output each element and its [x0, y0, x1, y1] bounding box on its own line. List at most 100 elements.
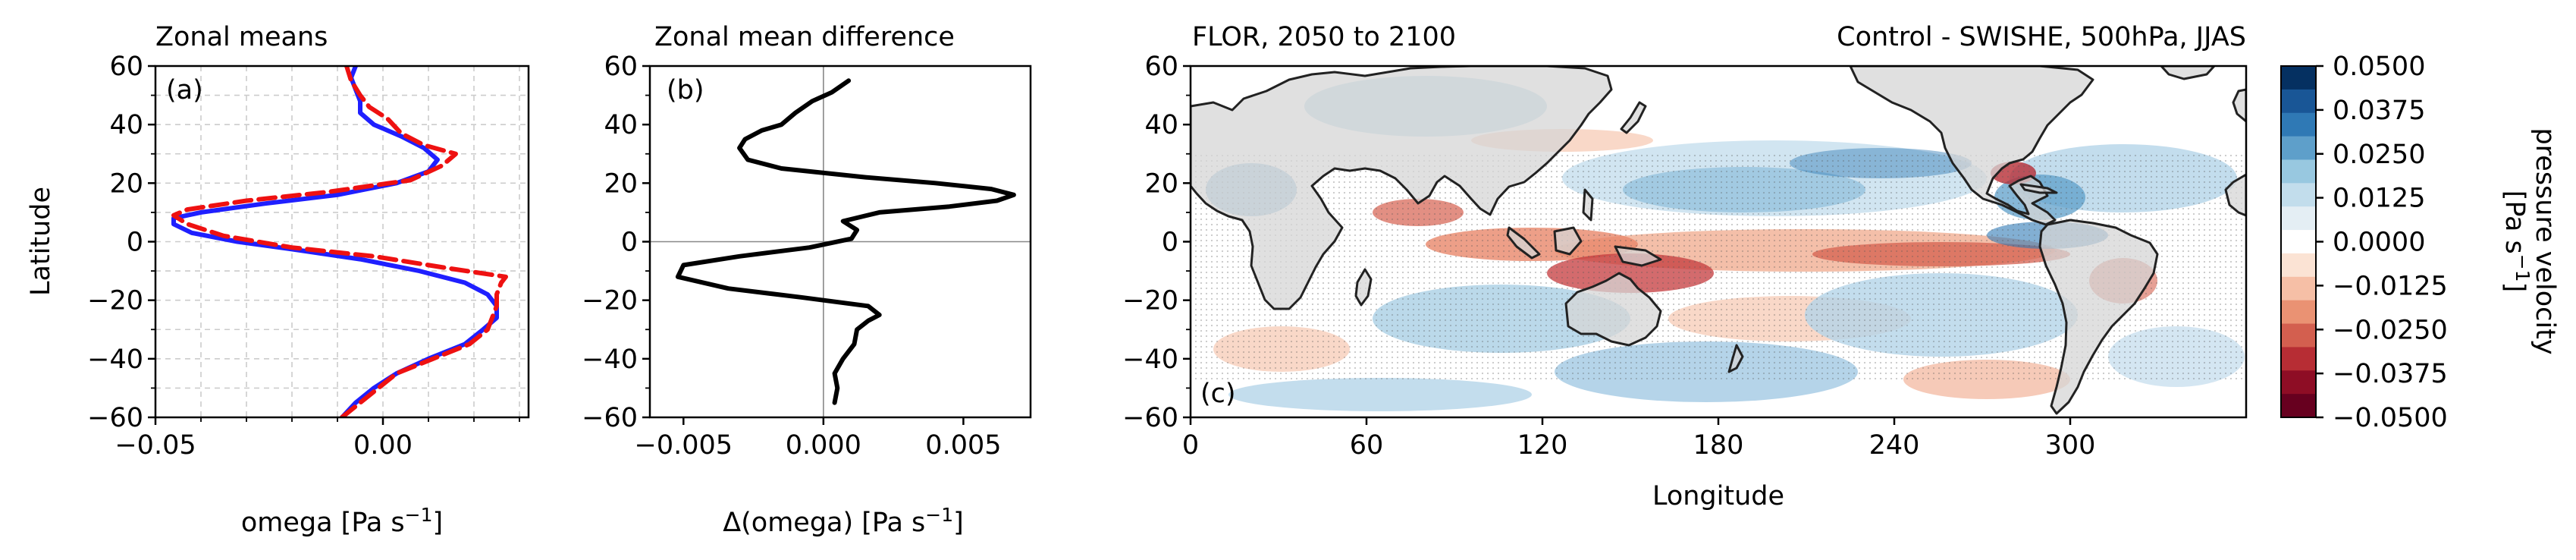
- panel-b-label: (b): [667, 75, 704, 105]
- land-borneo: [1553, 226, 1583, 256]
- colorbar-cell: [2281, 136, 2316, 161]
- panel-b-ytick-label: 60: [604, 52, 638, 82]
- colorbar-cell: [2281, 230, 2316, 254]
- panel-a-ticks: −60 −40 −20 0 20 40 60 −0.05 0.00: [87, 52, 520, 461]
- panel-c-ytick-label: 40: [1144, 110, 1178, 140]
- panel-a-ytick-label: 0: [127, 228, 143, 258]
- colorbar-cell: [2281, 300, 2316, 325]
- colorbar-cell: [2281, 159, 2316, 184]
- colorbar-tick-label: −0.0125: [2333, 271, 2448, 301]
- panel-a-grid: [155, 66, 529, 417]
- panel-c-ticks: −60 −40 −20 0 20 40 60 0 60 120 180 240 300: [1122, 52, 2095, 461]
- panel-c-xtick-label: 300: [2045, 430, 2096, 461]
- panel-b-ytick-label: −20: [582, 286, 638, 316]
- panel-b-ytick-label: 20: [604, 168, 638, 199]
- map-field: [1191, 66, 2246, 417]
- land-australia: [1564, 272, 1662, 347]
- land-japan: [1620, 101, 1647, 134]
- colorbar-cell: [2281, 347, 2316, 371]
- colorbar-tick-label: 0.0250: [2333, 140, 2425, 170]
- land-madagascar: [1354, 268, 1373, 307]
- land-philippines: [1582, 188, 1594, 222]
- land-west-africa-edge: [2224, 173, 2246, 217]
- land-europe-edge: [2232, 88, 2246, 123]
- land-sumatra: [1506, 226, 1541, 260]
- colorbar-cell: [2281, 66, 2316, 90]
- colorbar-label-line2: [Pa s−1]: [2499, 190, 2534, 293]
- colorbar-cell: [2281, 394, 2316, 418]
- colorbar-tick-label: 0.0375: [2333, 96, 2425, 126]
- panel-a-xtick-label: 0.00: [353, 430, 413, 461]
- panel-c-title-right: Control - SWISHE, 500hPa, JJAS: [1837, 22, 2246, 52]
- colorbar-cell: [2281, 276, 2316, 301]
- panel-b-ytick-label: 0: [621, 228, 638, 258]
- panel-b-ytick-label: −40: [582, 344, 638, 375]
- panel-c-ytick-label: −20: [1122, 286, 1178, 316]
- land-new-guinea: [1614, 245, 1662, 267]
- panel-a-lines: [171, 66, 508, 417]
- panel-c-ytick-label: −60: [1122, 403, 1178, 433]
- panel-a-title: Zonal means: [155, 22, 328, 52]
- colorbar-cell: [2281, 323, 2316, 348]
- panel-c-xtick-label: 180: [1693, 430, 1744, 461]
- panel-a-label: (a): [166, 75, 203, 105]
- colorbar-cell: [2281, 89, 2316, 114]
- colorbar-label-line1: pressure velocity: [2530, 127, 2560, 354]
- panel-b-lines: [675, 78, 1016, 405]
- panel-c-xtick-label: 60: [1350, 430, 1384, 461]
- land-new-zealand: [1727, 344, 1744, 373]
- panel-b-xtick-label: −0.005: [635, 430, 733, 461]
- panel-c-ytick-label: 0: [1162, 228, 1178, 258]
- panel-b-series-1: [675, 78, 1016, 405]
- panel-a-ytick-label: 20: [109, 168, 143, 199]
- panel-a-ytick-label: −40: [87, 344, 143, 375]
- colorbar-cell: [2281, 183, 2316, 207]
- panel-b-ticks: −60 −40 −20 0 20 40 60 −0.005 0.000 0.005: [582, 52, 1001, 461]
- panel-b-xlabel: Δ(omega) [Pa s−1]: [723, 504, 964, 538]
- panel-c-xtick-label: 240: [1869, 430, 1920, 461]
- colorbar-ticks: 0.0500 0.0375 0.0250 0.0125 0.0000 −0.0125 −0.…: [2316, 52, 2448, 433]
- colorbar-tick-label: −0.0375: [2333, 359, 2448, 389]
- panel-b-ytick-label: −60: [582, 403, 638, 433]
- colorbar-tick-label: 0.0125: [2333, 184, 2425, 214]
- colorbar-cell: [2281, 112, 2316, 137]
- panel-c-label: (c): [1200, 379, 1236, 409]
- panel-a-ytick-label: 40: [109, 110, 143, 140]
- panel-b-ytick-label: 40: [604, 110, 638, 140]
- panel-b: Zonal mean difference −60 −40 −20 0 20 40 60 −0…: [582, 22, 1032, 538]
- colorbar-label: pressure velocity [Pa s−1]: [2499, 127, 2560, 354]
- panel-a-ytick-label: 60: [109, 52, 143, 82]
- anomaly-southern-ocean-blue: [1228, 378, 1532, 411]
- panel-a-xtick-label: −0.05: [115, 430, 196, 461]
- panel-c: FLOR, 2050 to 2100 Control - SWISHE, 500…: [1122, 22, 2248, 511]
- panel-c-title-left: FLOR, 2050 to 2100: [1192, 22, 1456, 52]
- colorbar: 0.0500 0.0375 0.0250 0.0125 0.0000 −0.0125 −0.…: [2280, 52, 2560, 433]
- panel-a-ylabel: Latitude: [26, 187, 56, 296]
- panel-a-series-1: [171, 66, 499, 417]
- colorbar-tick-label: −0.0500: [2333, 403, 2448, 433]
- land-south-america: [2038, 219, 2159, 415]
- panel-b-xtick-label: 0.005: [925, 430, 1001, 461]
- panel-a: Zonal means −60 −40 −20 0 20 40 60 −0.05 0.00 (a…: [26, 22, 530, 538]
- panel-a-ytick-label: −20: [87, 286, 143, 316]
- panel-b-title: Zonal mean difference: [654, 22, 955, 52]
- panel-b-xtick-label: 0.000: [786, 430, 861, 461]
- land-cuba: [2019, 183, 2058, 194]
- panel-c-xlabel: Longitude: [1652, 481, 1784, 511]
- colorbar-cell: [2281, 206, 2316, 231]
- panel-c-ytick-label: 20: [1144, 168, 1178, 199]
- panel-c-ytick-label: 60: [1144, 52, 1178, 82]
- panel-c-ytick-label: −40: [1122, 344, 1178, 375]
- land-greenland: [2160, 66, 2216, 80]
- panel-a-xlabel: omega [Pa s−1]: [241, 504, 443, 538]
- colorbar-tick-label: 0.0000: [2333, 228, 2425, 258]
- colorbar-cells: [2281, 66, 2316, 418]
- coastlines: [1191, 66, 2246, 415]
- colorbar-tick-label: −0.0250: [2333, 315, 2448, 345]
- panel-a-series-2: [171, 66, 508, 417]
- panel-c-xtick-label: 120: [1517, 430, 1568, 461]
- colorbar-cell: [2281, 253, 2316, 278]
- panel-a-ytick-label: −60: [87, 403, 143, 433]
- colorbar-cell: [2281, 370, 2316, 395]
